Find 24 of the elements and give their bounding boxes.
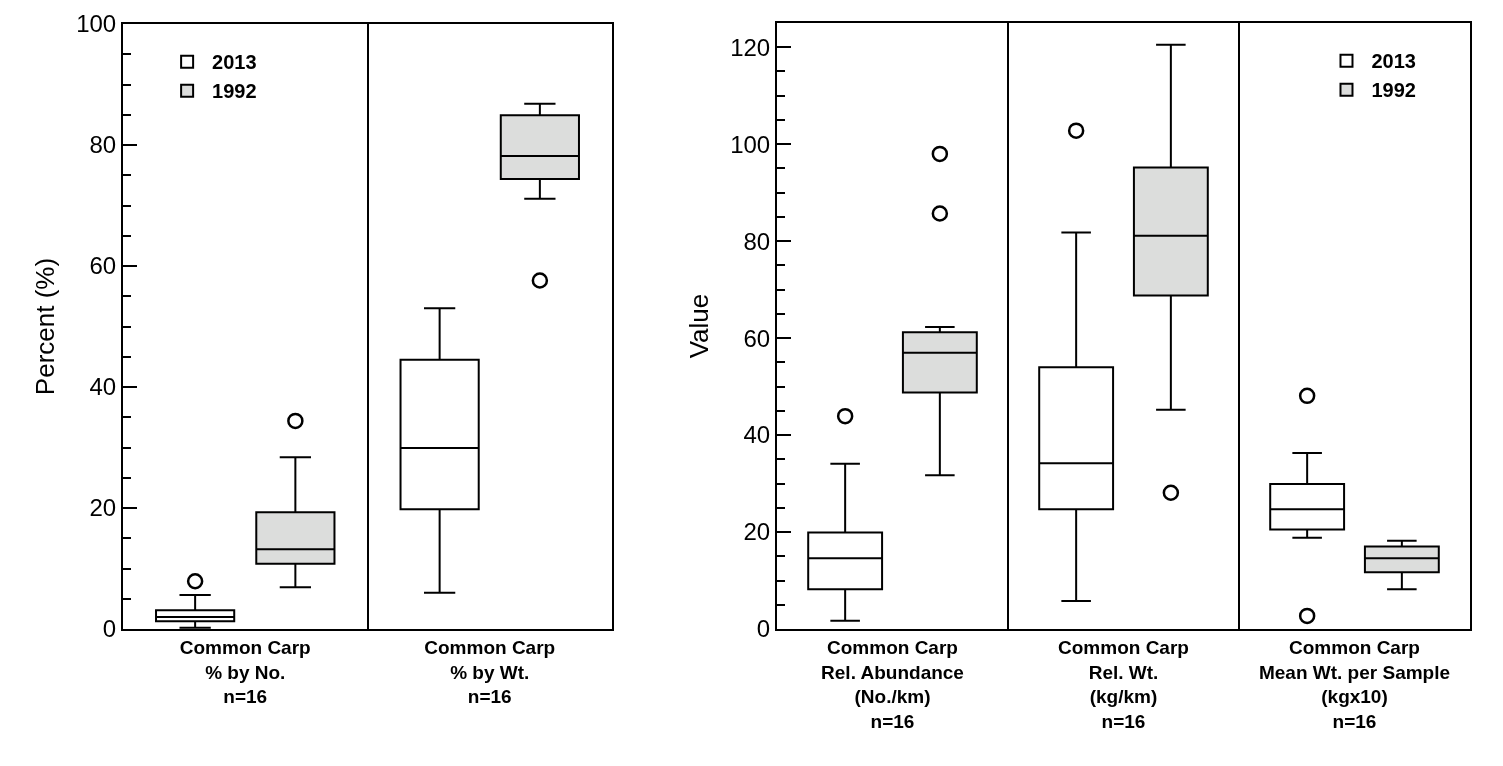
y-tick-label: 20	[743, 518, 771, 546]
y-tick-label: 80	[743, 227, 771, 255]
y-tick-label: 120	[730, 33, 771, 61]
x-tick-label: Common Carp Rel. Abundance (No./km) n=16	[821, 636, 964, 732]
legend-label: 1992	[1371, 79, 1416, 102]
x-tick-label: Common Carp Rel. Wt. (kg/km) n=16	[1058, 636, 1189, 732]
x-tick-label: Common Carp Mean Wt. per Sample (kgx10) n=16	[1258, 636, 1451, 732]
y-tick-label: 20	[89, 494, 117, 522]
y-tick-label: 40	[743, 421, 771, 449]
legend-label: 2013	[212, 51, 257, 74]
legend-label: 1992	[212, 80, 257, 103]
y-axis-title: Percent (%)	[30, 257, 61, 396]
y-tick-label: 100	[76, 10, 117, 38]
y-axis-title: Value	[684, 293, 715, 359]
legend-label: 2013	[1371, 50, 1416, 73]
x-tick-label: Common Carp % by Wt. n=16	[424, 636, 556, 708]
y-tick-label: 100	[730, 130, 771, 158]
y-tick-label: 0	[102, 615, 117, 643]
y-tick-label: 40	[89, 373, 117, 401]
y-tick-label: 0	[756, 615, 771, 643]
x-tick-label: Common Carp % by No. n=16	[179, 636, 311, 708]
y-tick-label: 60	[743, 324, 771, 352]
y-tick-label: 80	[89, 131, 117, 159]
y-tick-label: 60	[89, 252, 117, 280]
